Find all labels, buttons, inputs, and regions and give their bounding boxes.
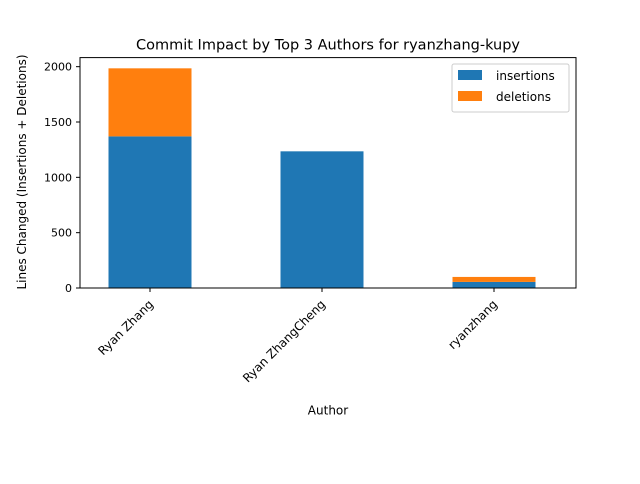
bar-deletions-ryanzhang — [452, 276, 536, 282]
bars — [108, 68, 536, 288]
bar-insertions-ryan-zhangcheng — [280, 151, 364, 288]
y-tick-label: 1000 — [44, 171, 72, 184]
y-tick-label: 0 — [65, 282, 72, 295]
legend-label-insertions: insertions — [496, 69, 555, 83]
y-axis-label: Lines Changed (Insertions + Deletions) — [15, 54, 29, 289]
x-axis-label: Author — [308, 404, 348, 418]
y-tick-label: 2000 — [44, 61, 72, 74]
chart-title: Commit Impact by Top 3 Authors for ryanz… — [136, 38, 520, 54]
legend: insertions deletions — [451, 63, 570, 113]
legend-label-deletions: deletions — [496, 90, 551, 104]
y-tick-label: 1500 — [44, 116, 72, 129]
plot-frame — [79, 57, 577, 289]
bar-deletions-ryan-zhang — [108, 68, 192, 137]
bar-insertions-ryanzhang — [452, 281, 536, 288]
bar-insertions-ryan-zhang — [108, 136, 192, 288]
legend-swatch-deletions — [458, 91, 482, 101]
legend-swatch-insertions — [458, 70, 482, 80]
y-tick-label: 500 — [51, 227, 72, 240]
